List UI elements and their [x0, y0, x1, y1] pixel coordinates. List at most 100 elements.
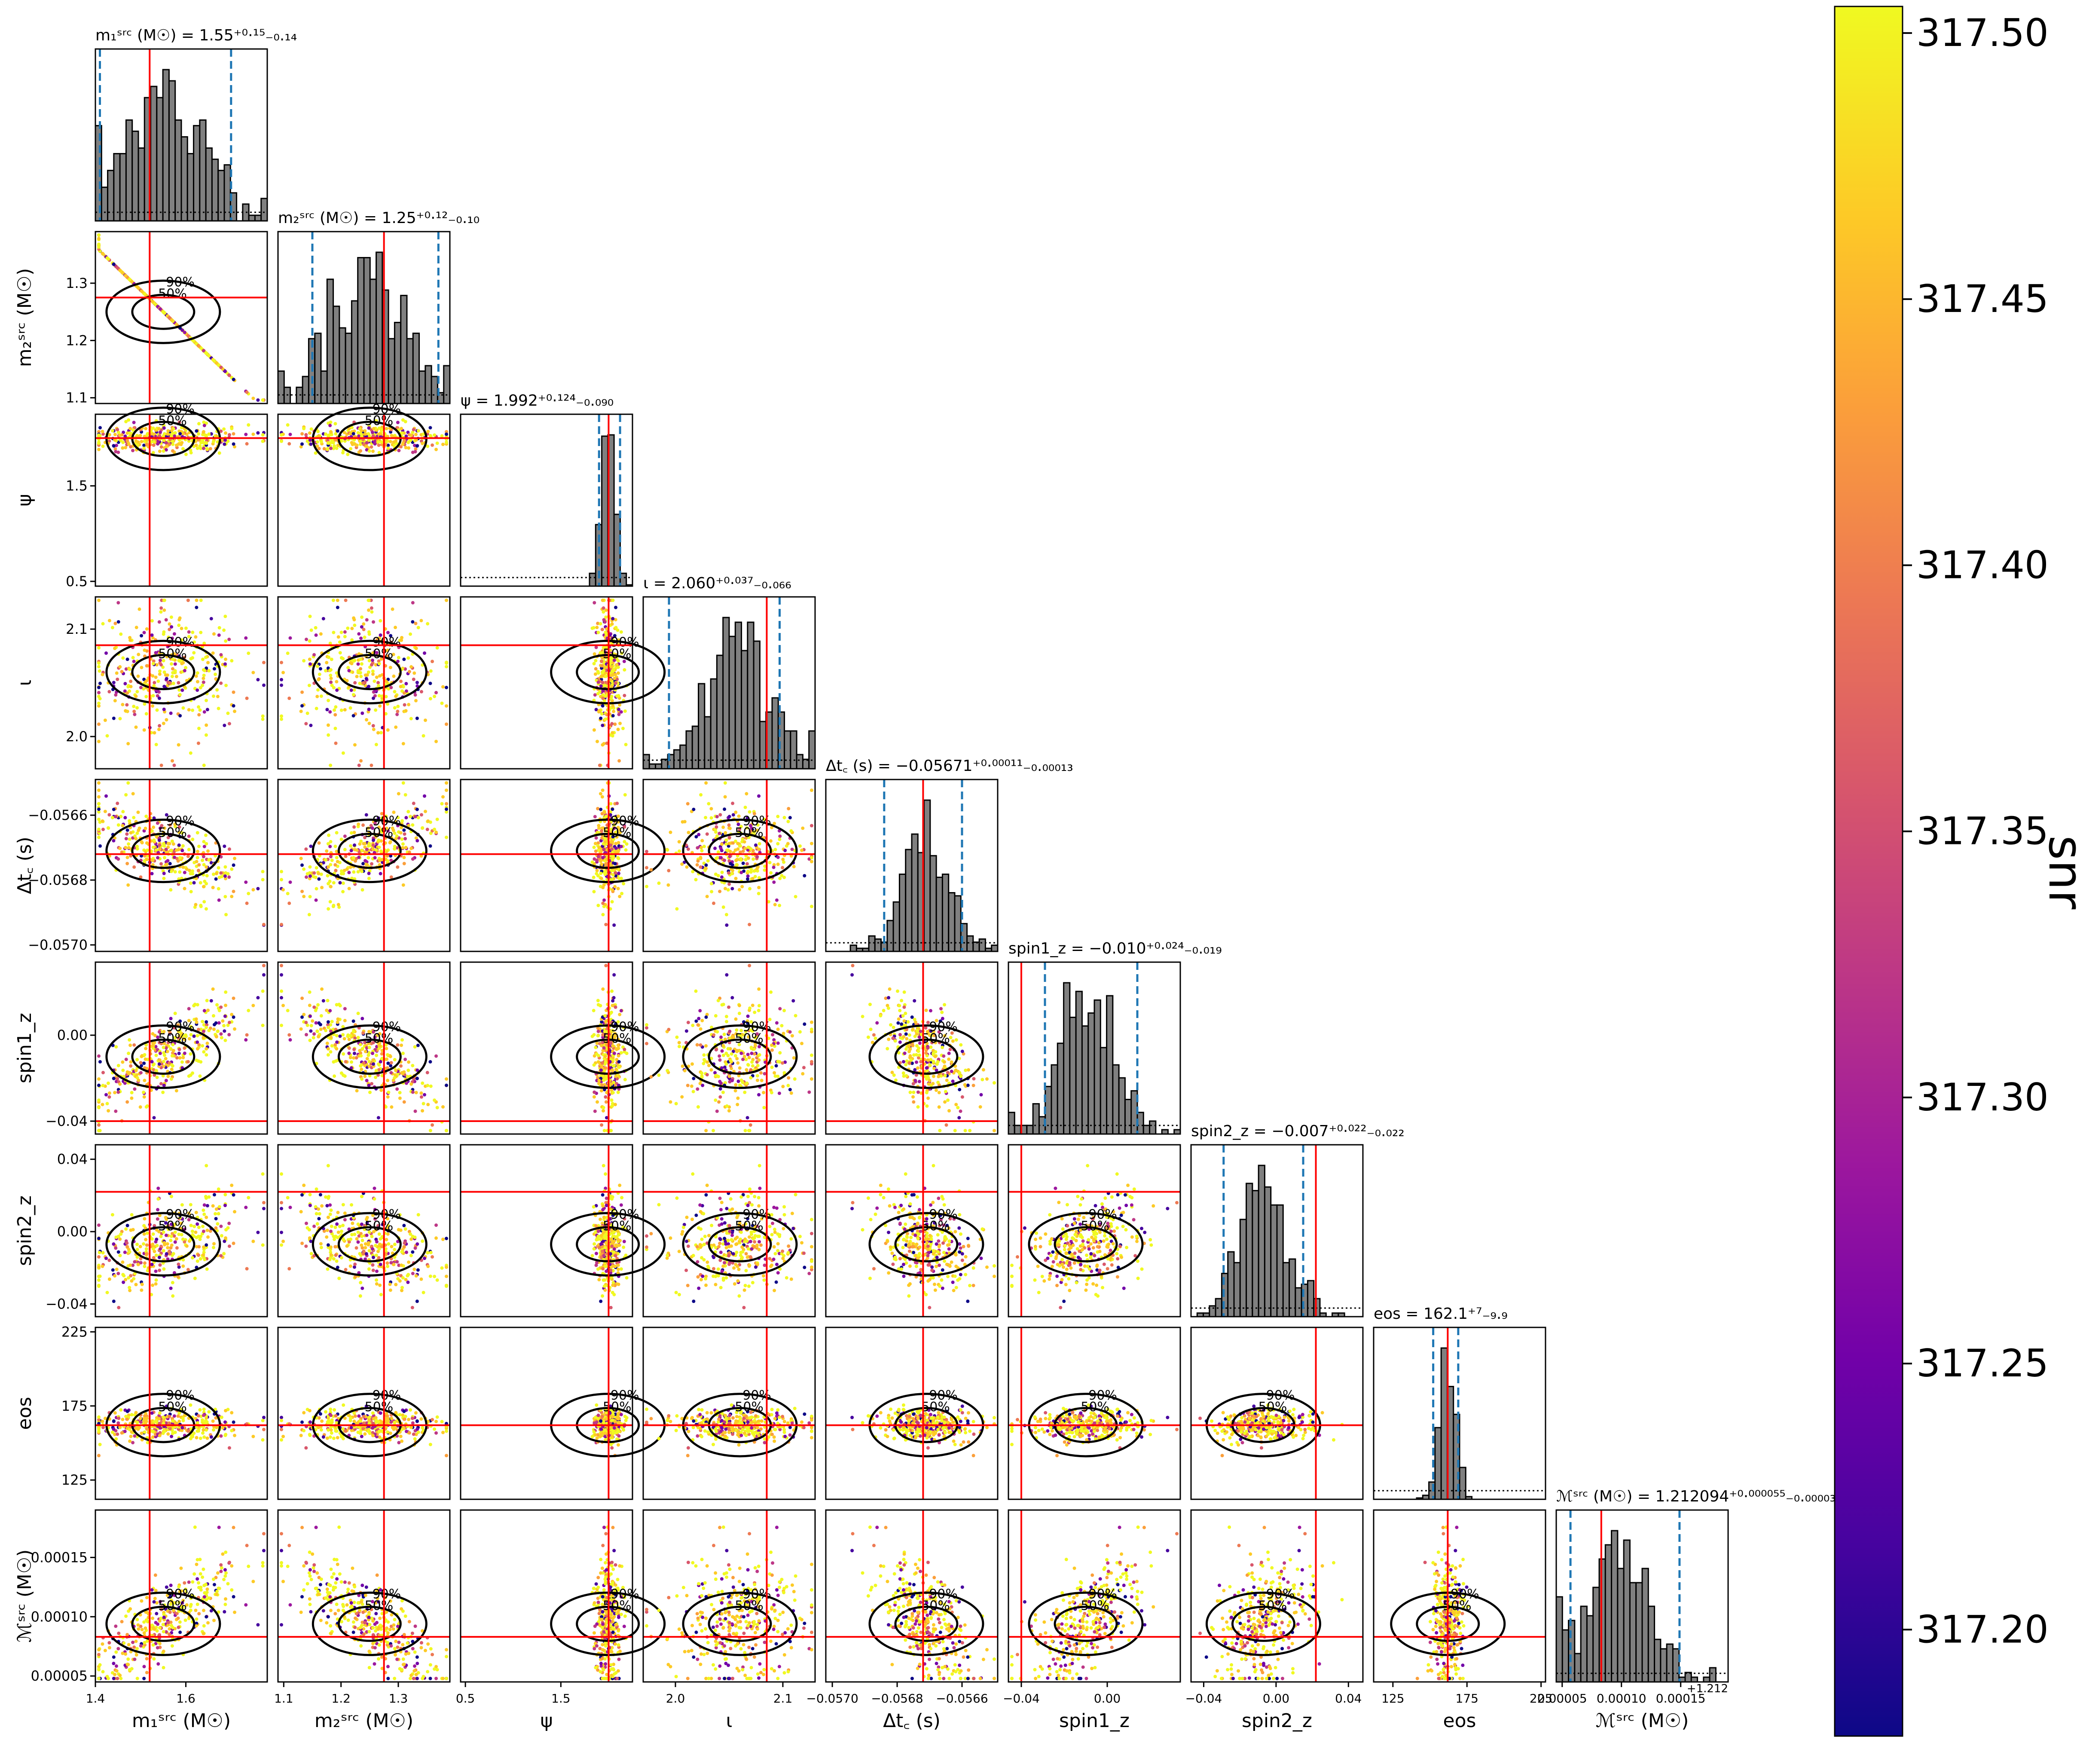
sample-point: [159, 1082, 163, 1085]
sample-point: [352, 1056, 356, 1060]
sample-point: [302, 659, 306, 663]
sample-point: [316, 688, 320, 692]
sample-point: [97, 1077, 101, 1081]
sample-point: [415, 839, 419, 843]
sample-point: [409, 438, 412, 442]
sample-point: [426, 1103, 430, 1107]
sample-point: [786, 842, 790, 846]
hist-bar: [911, 833, 919, 952]
sample-point: [128, 278, 131, 281]
sample-point: [624, 743, 628, 746]
sample-point: [602, 1046, 606, 1050]
sample-point: [312, 653, 316, 657]
sample-point: [338, 881, 342, 885]
hist-bar: [784, 730, 791, 770]
sample-point: [666, 883, 670, 887]
sample-point: [367, 707, 371, 711]
sample-point: [335, 856, 339, 859]
sample-point: [422, 734, 425, 738]
sample-point: [445, 1077, 448, 1081]
sample-point: [97, 599, 101, 602]
sample-point: [151, 704, 155, 708]
sample-point: [593, 652, 596, 656]
sample-point: [597, 824, 601, 828]
hist-panel-m1: m₁ˢʳᶜ (M☉) = 1.55⁺⁰·¹⁵₋₀.₁₄: [95, 27, 297, 222]
hist-bar: [796, 754, 803, 770]
sample-point: [397, 656, 400, 660]
sample-point: [162, 1046, 165, 1049]
sample-point: [116, 801, 119, 805]
sample-point: [596, 904, 600, 908]
sample-point: [623, 793, 627, 797]
hist-bar: [418, 370, 426, 404]
sample-point: [403, 1058, 407, 1061]
sample-point: [372, 1062, 376, 1066]
sample-point: [329, 855, 333, 859]
sample-point: [601, 696, 605, 700]
sample-point: [374, 1076, 378, 1079]
sample-point: [604, 1100, 608, 1104]
sample-point: [445, 807, 448, 811]
hist-bar: [211, 159, 219, 222]
hist-bar: [339, 327, 346, 404]
sample-point: [304, 1021, 308, 1024]
sample-point: [365, 1079, 369, 1082]
sample-point: [325, 708, 329, 712]
sample-point: [728, 855, 732, 859]
sample-point: [396, 865, 400, 869]
sample-point: [137, 653, 141, 657]
sample-point: [205, 447, 209, 451]
sample-point: [622, 882, 626, 886]
sample-point: [208, 447, 212, 451]
sample-point: [772, 880, 776, 884]
sample-point: [124, 793, 128, 797]
sample-point: [377, 684, 381, 688]
sample-point: [152, 1116, 156, 1120]
sample-point: [217, 875, 221, 879]
sample-point: [202, 900, 206, 904]
sample-point: [388, 1055, 392, 1058]
sample-point: [308, 431, 312, 435]
sample-point: [205, 708, 209, 712]
sample-point: [712, 902, 716, 905]
sample-point: [624, 848, 628, 852]
sample-point: [401, 742, 405, 746]
sample-point: [763, 868, 767, 872]
sample-point: [704, 866, 708, 870]
sample-point: [97, 795, 101, 799]
sample-point: [346, 452, 350, 456]
sample-point: [132, 709, 136, 713]
sample-point: [142, 1090, 146, 1094]
sample-point: [305, 711, 309, 715]
contour-50: [131, 293, 195, 330]
sample-point: [599, 807, 603, 811]
sample-point: [125, 832, 129, 836]
sample-point: [116, 677, 119, 681]
sample-point: [116, 1077, 119, 1081]
sample-point: [365, 718, 369, 721]
sample-point: [169, 1047, 173, 1051]
sample-point: [315, 866, 318, 870]
sample-point: [403, 793, 407, 797]
sample-point: [445, 1129, 448, 1132]
sample-point: [311, 1019, 315, 1023]
sample-point: [97, 1054, 101, 1058]
y-tick-label: −0.0568: [28, 872, 88, 888]
sample-point: [173, 870, 177, 874]
sample-point: [359, 1064, 363, 1068]
sample-point: [162, 721, 165, 725]
sample-point: [666, 848, 669, 852]
sample-point: [329, 1050, 333, 1054]
sample-point: [308, 895, 312, 899]
sample-point: [399, 679, 403, 683]
sample-point: [613, 673, 617, 676]
sample-point: [145, 443, 149, 446]
sample-point: [404, 682, 408, 685]
sample-point: [112, 807, 116, 811]
sample-point: [114, 1045, 118, 1049]
sample-point: [367, 608, 371, 612]
sample-point: [256, 887, 260, 890]
sample-point: [308, 1039, 312, 1043]
sample-point: [131, 449, 135, 452]
sample-point: [170, 662, 174, 666]
